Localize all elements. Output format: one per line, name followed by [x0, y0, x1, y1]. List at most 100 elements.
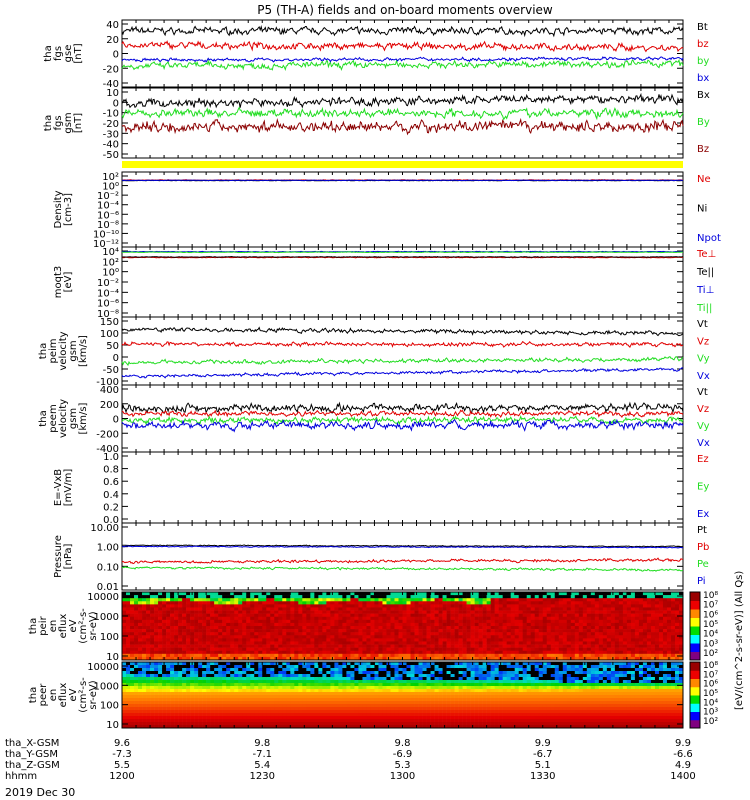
heatmap-cell: [150, 701, 155, 705]
heatmap-cell: [638, 650, 644, 655]
heatmap-cell: [142, 665, 147, 669]
heatmap-cell: [130, 607, 135, 611]
heatmap-cell: [362, 632, 367, 636]
heatmap-cell: [378, 644, 383, 648]
series-line-Vx: [121, 418, 684, 433]
heatmap-cell: [222, 716, 227, 720]
heatmap-cell: [490, 641, 495, 645]
heatmap-cell: [210, 719, 215, 723]
heatmap-cell: [194, 647, 199, 652]
heatmap-cell: [166, 662, 171, 666]
heatmap-cell: [262, 683, 267, 687]
heatmap-cell: [390, 622, 395, 627]
heatmap-cell: [502, 641, 507, 645]
heatmap-cell: [186, 704, 191, 708]
heatmap-cell: [398, 598, 403, 602]
heatmap-cell: [146, 650, 151, 655]
heatmap-cell: [382, 629, 387, 633]
heatmap-cell: [230, 680, 235, 684]
heatmap-cell: [502, 632, 507, 636]
heatmap-cell: [654, 622, 660, 627]
heatmap-cell: [370, 647, 375, 652]
heatmap-cell: [182, 635, 187, 639]
y-axis-label-line: fgs: [53, 115, 64, 130]
heatmap-cell: [158, 671, 163, 675]
heatmap-cell: [254, 689, 259, 693]
heatmap-cell: [158, 629, 163, 633]
heatmap-cell: [666, 598, 672, 602]
heatmap-cell: [458, 632, 463, 636]
heatmap-cell: [226, 638, 231, 642]
heatmap-cell: [330, 610, 335, 614]
heatmap-cell: [138, 629, 143, 633]
heatmap-cell: [238, 692, 243, 696]
heatmap-cell: [602, 656, 608, 661]
heatmap-cell: [134, 604, 139, 608]
heatmap-cell: [590, 601, 596, 605]
heatmap-cell: [594, 626, 600, 630]
heatmap-cell: [230, 626, 235, 630]
heatmap-cell: [226, 626, 231, 630]
heatmap-cell: [502, 598, 507, 602]
heatmap-cell: [642, 607, 648, 611]
heatmap-cell: [206, 716, 211, 720]
heatmap-cell: [610, 650, 616, 655]
heatmap-cell: [262, 722, 267, 726]
heatmap-cell: [514, 635, 520, 639]
heatmap-cell: [194, 613, 199, 618]
heatmap-cell: [602, 604, 608, 608]
heatmap-cell: [274, 613, 279, 618]
heatmap-cell: [202, 722, 207, 726]
heatmap-cell: [346, 653, 351, 658]
heatmap-cell: [326, 632, 331, 636]
heatmap-cell: [202, 650, 207, 655]
heatmap-cell: [298, 656, 303, 661]
heatmap-cell: [606, 616, 612, 621]
heatmap-cell: [238, 686, 243, 690]
heatmap-cell: [182, 601, 187, 605]
heatmap-cell: [142, 641, 147, 645]
heatmap-cell: [182, 707, 187, 711]
heatmap-cell: [218, 622, 223, 627]
heatmap-cell: [354, 632, 359, 636]
heatmap-cell: [566, 619, 572, 624]
heatmap-cell: [350, 656, 355, 661]
y-axis-label-line: [nT]: [73, 43, 84, 63]
heatmap-cell: [670, 644, 676, 648]
heatmap-cell: [438, 626, 443, 630]
heatmap-cell: [182, 701, 187, 705]
heatmap-cell: [130, 722, 135, 726]
heatmap-cell: [522, 595, 528, 599]
heatmap-cell: [666, 638, 672, 642]
heatmap-cell: [234, 665, 239, 669]
heatmap-cell: [134, 686, 139, 690]
heatmap-cell: [194, 698, 199, 702]
heatmap-cell: [534, 610, 540, 614]
heatmap-cell: [126, 653, 131, 658]
heatmap-cell: [178, 604, 183, 608]
heatmap-cell: [150, 616, 155, 621]
heatmap-cell: [454, 632, 459, 636]
heatmap-cell: [230, 674, 235, 678]
heatmap-cell: [502, 647, 507, 652]
heatmap-cell: [494, 635, 499, 639]
heatmap-cell: [506, 650, 511, 655]
heatmap-cell: [130, 635, 135, 639]
heatmap-cell: [246, 701, 251, 705]
heatmap-cell: [554, 616, 560, 621]
heatmap-cell: [302, 613, 307, 618]
y-tick-label: 0: [113, 98, 119, 109]
heatmap-cell: [394, 622, 399, 627]
heatmap-cell: [558, 604, 564, 608]
heatmap-cell: [166, 725, 171, 729]
heatmap-cell: [670, 629, 676, 633]
heatmap-cell: [650, 650, 656, 655]
heatmap-cell: [198, 665, 203, 669]
heatmap-cell: [230, 716, 235, 720]
heatmap-cell: [646, 656, 652, 661]
heatmap-cell: [542, 635, 548, 639]
heatmap-cell: [310, 641, 315, 645]
heatmap-cell: [498, 607, 503, 611]
heatmap-cell: [222, 725, 227, 729]
